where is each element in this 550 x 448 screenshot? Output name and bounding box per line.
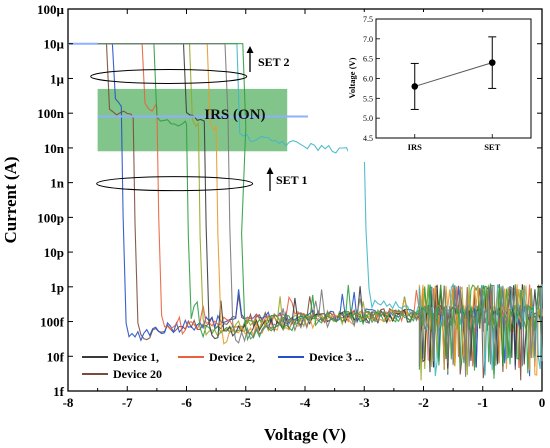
x-tick-label: -5 <box>240 395 251 410</box>
y-tick-label: 1µ <box>50 71 65 86</box>
inset-x-tick-label: SET <box>484 142 500 152</box>
y-tick-label: 1n <box>50 176 65 191</box>
legend-label: Device 2, <box>209 350 255 364</box>
y-tick-label: 1f <box>53 384 65 399</box>
inset-y-tick-label: 5.5 <box>363 94 373 103</box>
inset-y-tick-label: 7.0 <box>363 35 373 44</box>
inset-y-tick-label: 5.0 <box>363 114 373 123</box>
inset-y-tick-label: 6.5 <box>363 55 373 64</box>
y-tick-label: 10µ <box>44 37 65 52</box>
x-tick-label: -3 <box>359 395 370 410</box>
inset-x-tick-label: IRS <box>408 142 422 152</box>
iv-curves <box>68 43 543 381</box>
x-tick-label: -7 <box>122 395 133 410</box>
x-axis-label: Voltage (V) <box>264 425 346 444</box>
inset-ticks: 4.5 5.0 5.5 6.0 6.5 7.0 7.5 IRS SET <box>363 15 501 152</box>
inset-point <box>411 83 419 90</box>
inset-point <box>488 59 496 66</box>
set2-arrow-head <box>246 46 254 53</box>
inset-plot: 4.5 5.0 5.5 6.0 6.5 7.0 7.5 IRS SET Voltage (V) <box>347 12 536 162</box>
set2-label: SET 2 <box>258 55 289 69</box>
set2-ellipse <box>90 68 248 84</box>
legend-label: Device 3 ... <box>309 350 364 364</box>
x-tick-label: -6 <box>181 395 192 410</box>
iv-curve <box>68 43 543 377</box>
inset-y-axis-label: Voltage (V) <box>347 57 357 98</box>
irs-band-label: IRS (ON) <box>204 107 265 123</box>
x-tick-label: 0 <box>539 395 546 410</box>
legend: Device 1, Device 2, Device 3 ... Device 20 <box>82 350 364 381</box>
y-tick-label: 10n <box>44 141 65 156</box>
set1-label: SET 1 <box>276 173 307 187</box>
y-tick-label: 1p <box>50 280 64 295</box>
inset-marks <box>410 36 497 110</box>
iv-curve <box>68 43 543 373</box>
y-tick-label: 10p <box>44 245 64 260</box>
x-axis-ticks: -8 -7 -6 -5 -4 -3 -2 -1 0 <box>63 9 546 410</box>
y-tick-label: 100µ <box>37 2 65 17</box>
x-tick-label: -1 <box>477 395 488 410</box>
y-tick-label: 100n <box>37 106 65 121</box>
set1-arrow-head <box>266 167 274 174</box>
inset-connector-line <box>414 62 493 87</box>
x-tick-label: -4 <box>300 395 311 410</box>
main-plot: SET 2 SET 1 IRS (ON) -8 -7 -6 -5 -4 -3 -2 -1 0 100… <box>1 2 545 444</box>
inset-y-tick-label: 7.5 <box>363 15 373 24</box>
set1-ellipse <box>96 176 254 192</box>
legend-label: Device 1, <box>113 350 159 364</box>
legend-label: Device 20 <box>113 367 162 381</box>
inset-y-tick-label: 4.5 <box>363 134 373 143</box>
y-tick-label: 100f <box>40 315 65 330</box>
x-tick-label: -8 <box>63 395 74 410</box>
y-axis-label: Current (A) <box>1 156 20 243</box>
inset-background <box>348 12 536 162</box>
inset-y-tick-label: 6.0 <box>363 75 373 84</box>
y-tick-label: 10f <box>47 349 65 364</box>
x-tick-label: -2 <box>418 395 429 410</box>
y-axis-ticks: 100µ 10µ 1µ 100n 10n 1n 100p 10p 1p 100f 10f 1f <box>37 2 542 399</box>
y-tick-label: 100p <box>37 210 64 225</box>
